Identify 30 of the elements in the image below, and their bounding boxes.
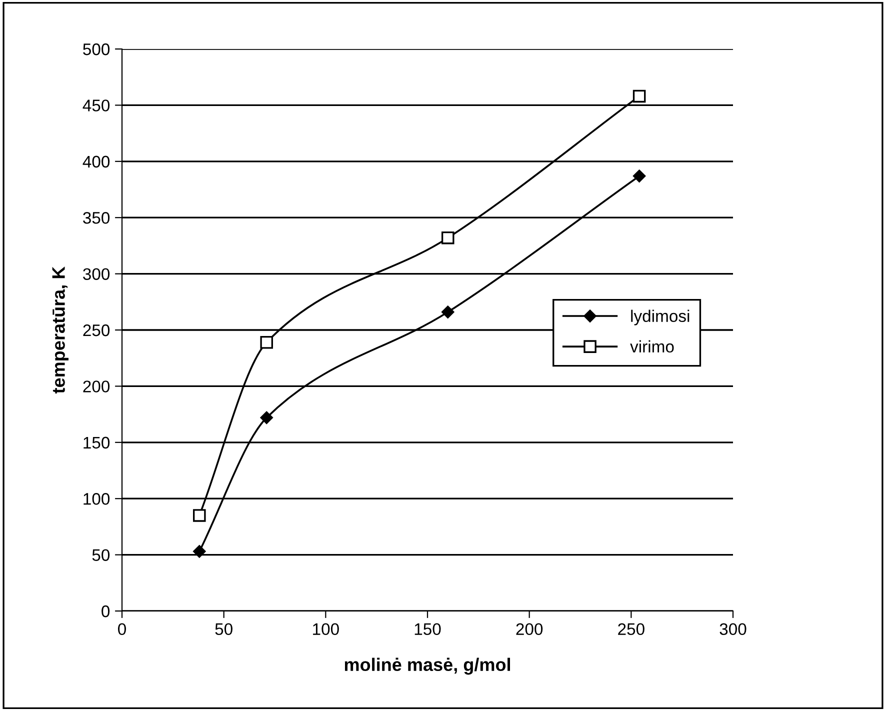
legend-label: lydimosi xyxy=(631,310,690,326)
x-tick-label: 0 xyxy=(118,623,126,636)
point xyxy=(442,306,454,318)
legend-label: virimo xyxy=(630,340,674,353)
x-tick-label: 200 xyxy=(516,623,543,636)
point xyxy=(260,411,273,424)
y-tick-label: 350 xyxy=(83,212,110,224)
x-axis-title: molinė masė, g/mol xyxy=(344,658,510,675)
point xyxy=(632,170,646,182)
point xyxy=(632,90,646,103)
y-axis-title: temperatūra, K xyxy=(52,266,68,394)
y-tick-label: 50 xyxy=(92,549,110,562)
x-tick-label: 150 xyxy=(414,623,441,636)
point xyxy=(193,509,206,522)
y-tick-label: 0 xyxy=(102,605,110,618)
y-tick-label: 300 xyxy=(83,268,110,280)
point xyxy=(441,231,454,244)
y-tick-label: 400 xyxy=(82,156,110,168)
point xyxy=(260,336,273,349)
x-tick-label: 100 xyxy=(313,623,339,636)
y-tick-label: 150 xyxy=(84,436,110,449)
y-tick-label: 100 xyxy=(84,493,110,505)
x-tick-label: 50 xyxy=(215,623,232,636)
y-tick-label: 250 xyxy=(83,324,110,336)
point xyxy=(193,545,206,558)
x-tick-label: 300 xyxy=(720,623,746,636)
y-tick-label: 450 xyxy=(82,100,110,112)
y-tick-label: 200 xyxy=(83,380,110,392)
x-tick-label: 250 xyxy=(618,623,644,636)
y-tick-label: 500 xyxy=(83,43,110,56)
